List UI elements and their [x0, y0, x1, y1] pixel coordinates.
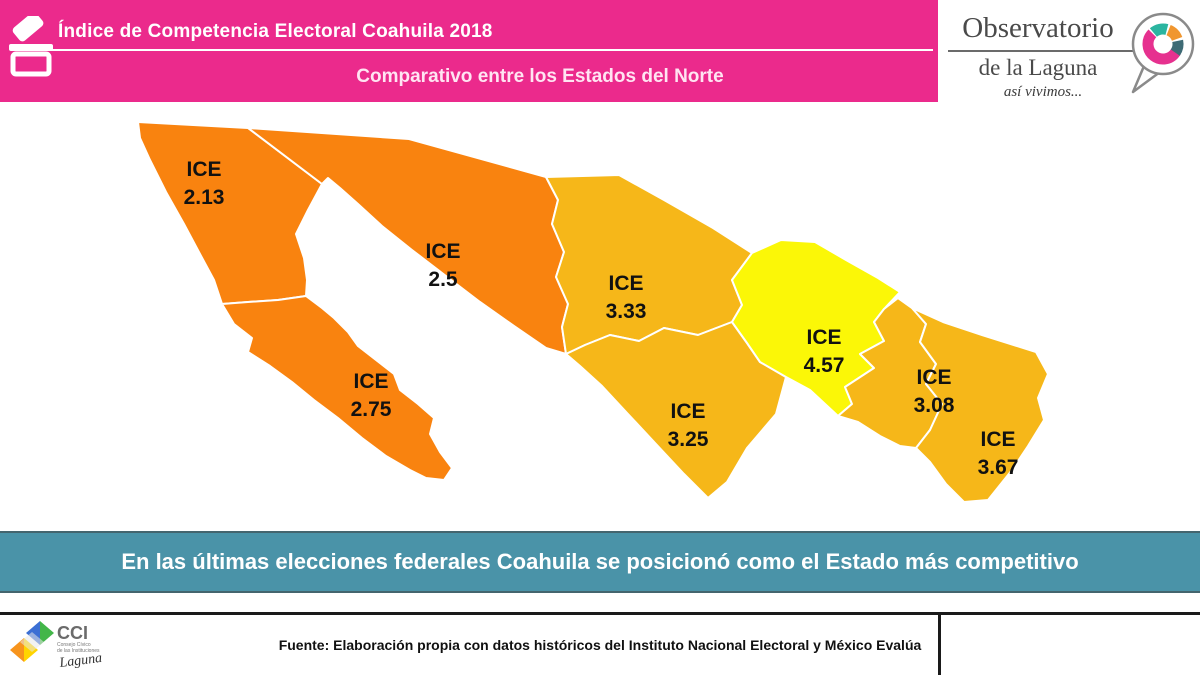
state-durango [565, 321, 787, 499]
highlight-banner: En las últimas elecciones federales Coah… [0, 531, 1200, 593]
label-ice-durango: ICE [670, 400, 705, 423]
label-ice-baja-california-sur: ICE [353, 370, 388, 393]
cci-laguna-logo: CCI Consejo Cívico de las Instituciones … [10, 621, 103, 671]
state-tamaulipas [911, 307, 1049, 503]
label-ice-nuevo-leon: ICE [916, 366, 951, 389]
label-value-tamaulipas: 3.67 [978, 456, 1019, 479]
brand-subname: de la Laguna [978, 55, 1098, 80]
state-baja-california-sur [221, 295, 453, 481]
page-subtitle: Comparativo entre los Estados del Norte [356, 66, 724, 87]
brand-name: Observatorio [962, 12, 1114, 44]
banner-text: En las últimas elecciones federales Coah… [121, 549, 1079, 574]
label-value-nuevo-leon: 3.08 [914, 394, 955, 417]
speech-bubble-donut-icon [1131, 12, 1195, 94]
label-ice-sonora: ICE [425, 240, 460, 263]
footer: Fuente: Elaboración propia con datos his… [0, 612, 1200, 675]
label-value-coahuila: 4.57 [804, 354, 845, 377]
label-value-durango: 3.25 [668, 428, 709, 451]
source-note: Fuente: Elaboración propia con datos his… [278, 637, 922, 653]
label-ice-tamaulipas: ICE [980, 428, 1015, 451]
header-bar: Índice de Competencia Electoral Coahuila… [0, 0, 938, 102]
cci-line1: Consejo Cívico [57, 642, 91, 648]
label-ice-baja-california: ICE [186, 158, 221, 181]
page-title: Índice de Competencia Electoral Coahuila… [58, 21, 493, 42]
choropleth-map: ICE 2.13 ICE 2.5 ICE 2.75 ICE 3.33 ICE 3… [100, 112, 1080, 532]
header-divider [46, 49, 933, 51]
label-value-sonora: 2.5 [428, 268, 458, 291]
brand-tagline: así vivimos... [1003, 84, 1083, 100]
label-ice-chihuahua: ICE [608, 272, 643, 295]
cci-script: Laguna [58, 651, 103, 671]
ballot-box-icon [9, 16, 53, 77]
label-value-chihuahua: 3.33 [606, 300, 647, 323]
brand-divider [948, 50, 1136, 52]
cci-line2: de las Instituciones [57, 648, 100, 654]
label-value-baja-california-sur: 2.75 [351, 398, 392, 421]
label-value-baja-california: 2.13 [184, 186, 225, 209]
footer-divider [938, 615, 941, 675]
label-ice-coahuila: ICE [806, 326, 841, 349]
brand-block: Observatorio de la Laguna así vivimos... [938, 0, 1200, 110]
cci-abbr: CCI [57, 623, 88, 643]
